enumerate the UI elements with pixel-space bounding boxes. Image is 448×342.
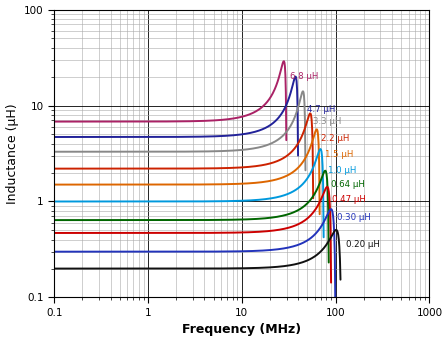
Text: 0.47 μH: 0.47 μH (332, 195, 366, 204)
Y-axis label: Inductance (μH): Inductance (μH) (5, 103, 18, 204)
Text: 0.64 μH: 0.64 μH (331, 180, 365, 189)
Text: 0.30 μH: 0.30 μH (337, 213, 370, 222)
Text: 6.8 μH: 6.8 μH (290, 72, 319, 81)
Text: 1.5 μH: 1.5 μH (325, 150, 354, 159)
Text: 4.7 μH: 4.7 μH (307, 105, 336, 114)
Text: 2.2 μH: 2.2 μH (321, 134, 349, 143)
X-axis label: Frequency (MHz): Frequency (MHz) (182, 324, 302, 337)
Text: 1.0 μH: 1.0 μH (328, 166, 356, 175)
Text: 0.20 μH: 0.20 μH (346, 240, 380, 249)
Text: 3.3 μH: 3.3 μH (314, 117, 342, 126)
